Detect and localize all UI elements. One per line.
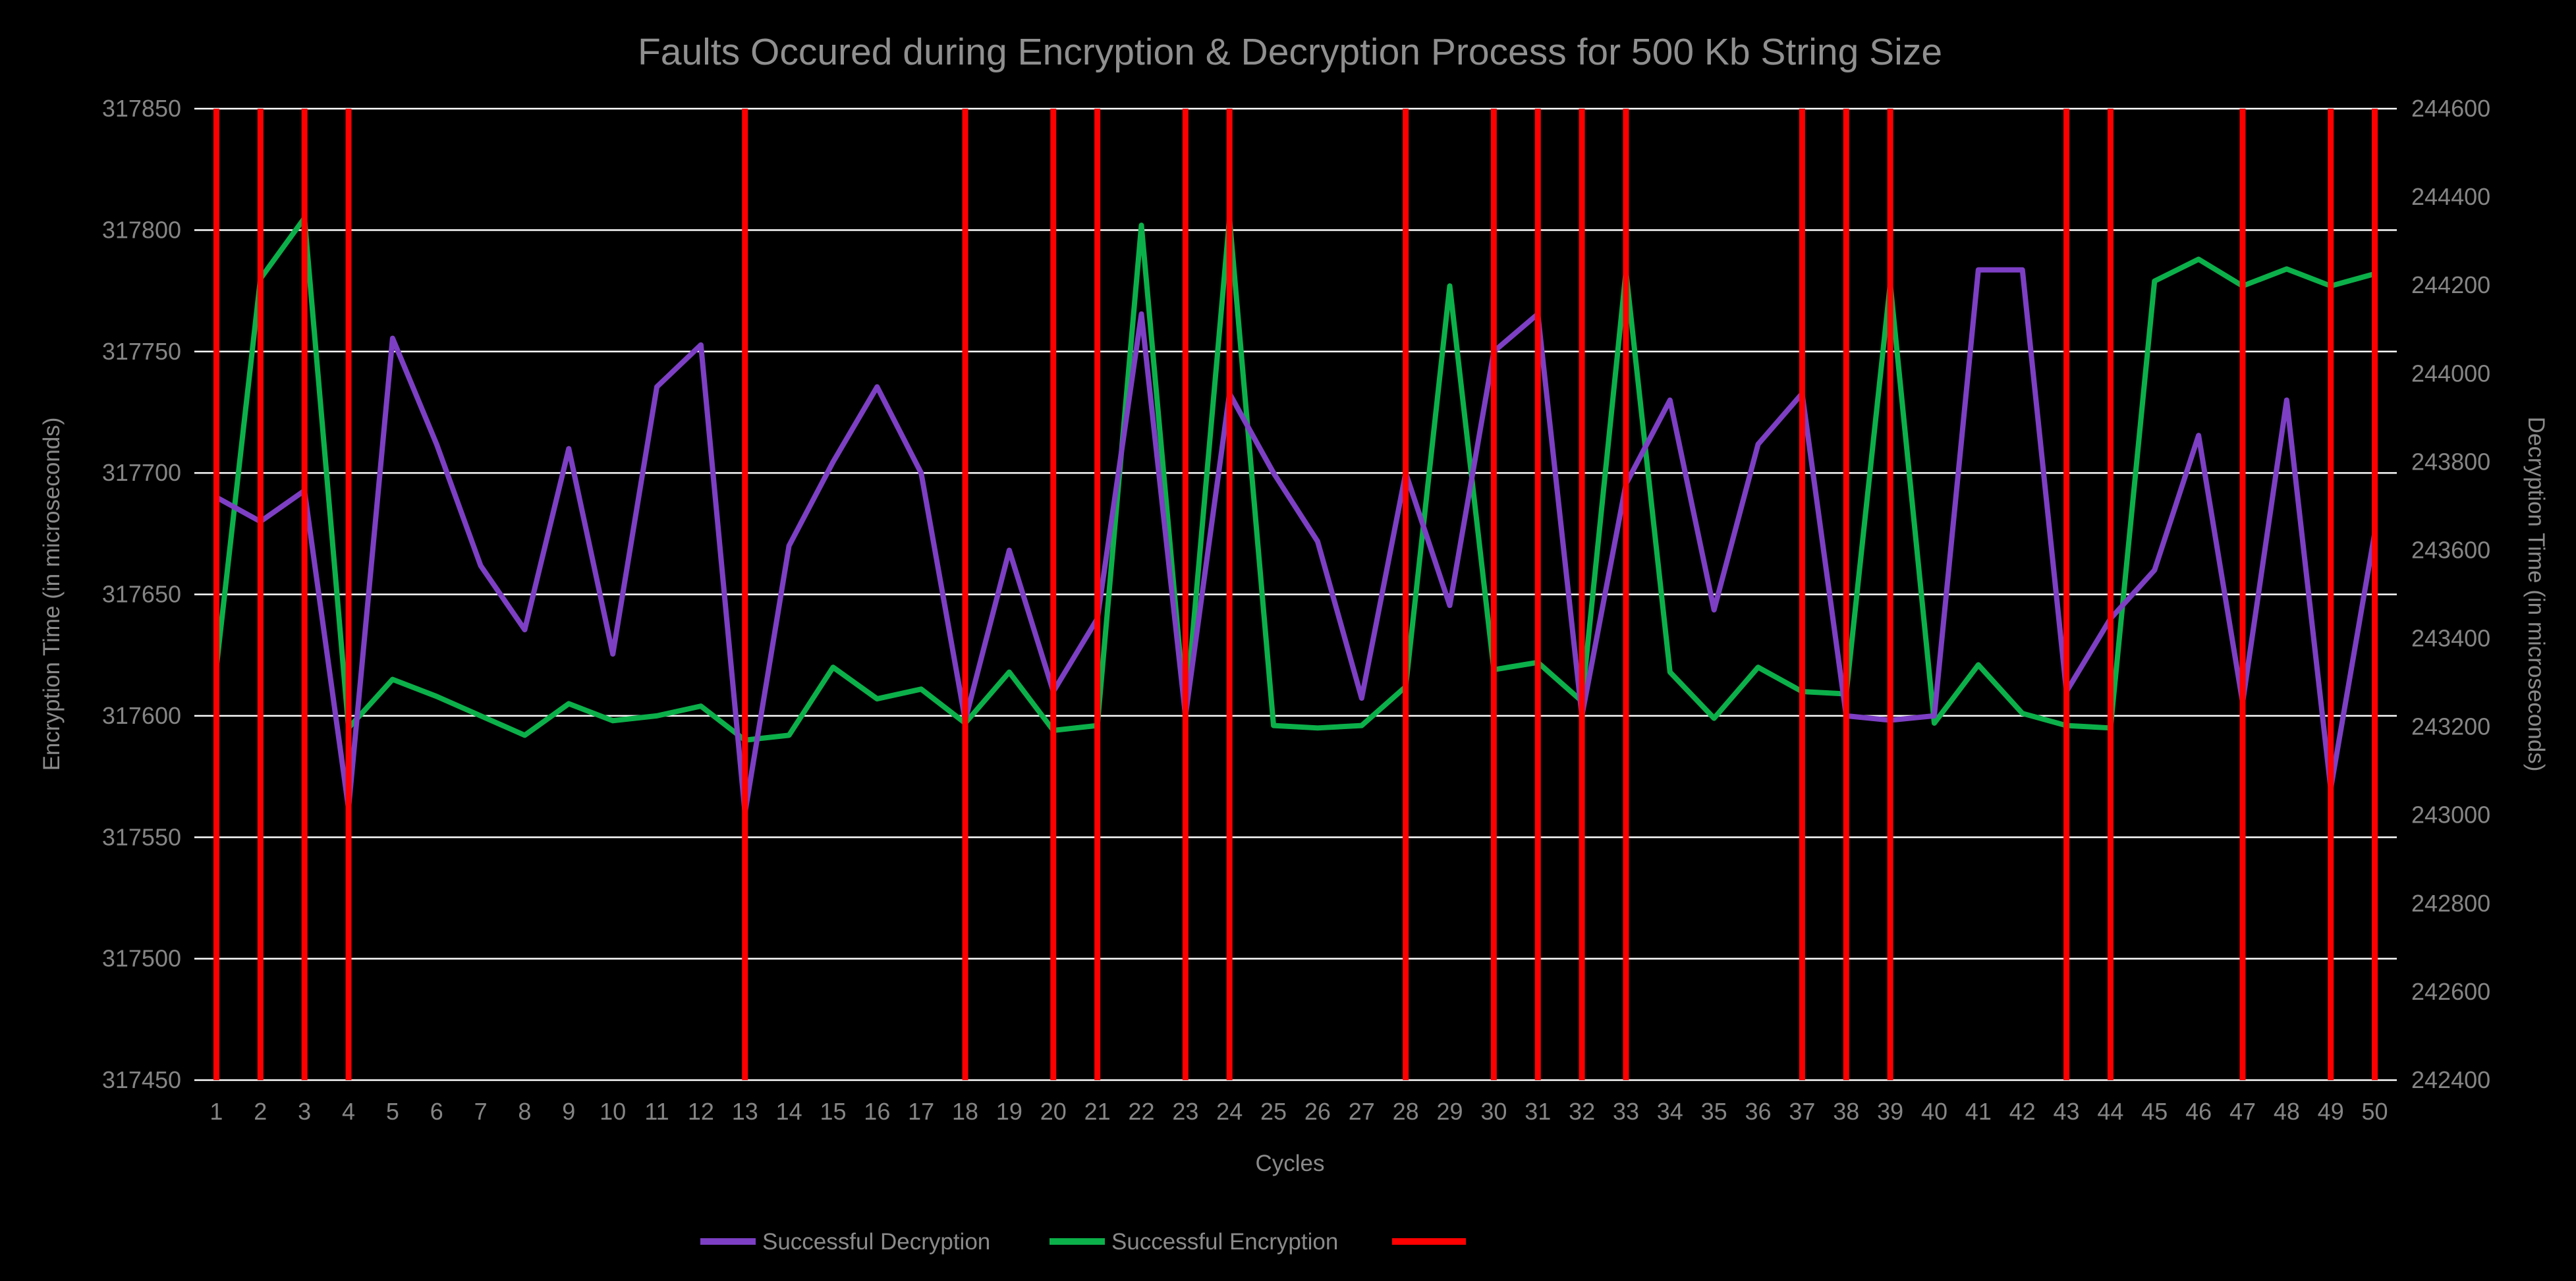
x-axis-tick: 32 [1569, 1098, 1595, 1125]
x-axis-tick: 44 [2097, 1098, 2123, 1125]
x-axis-tick: 9 [562, 1098, 575, 1125]
x-axis-tick: 41 [1965, 1098, 1992, 1125]
right-axis-tick: 243800 [2411, 448, 2490, 475]
x-axis-tick: 15 [820, 1098, 846, 1125]
legend-item-label: Successful Encryption [1111, 1229, 1338, 1255]
right-axis-tick: 244400 [2411, 183, 2490, 210]
x-axis-tick: 14 [776, 1098, 802, 1125]
left-axis-tick: 317600 [102, 702, 181, 729]
x-axis-tick: 17 [908, 1098, 934, 1125]
left-axis-tick: 317450 [102, 1066, 181, 1093]
left-axis-tick: 317800 [102, 216, 181, 243]
chart-title: Faults Occured during Encryption & Decry… [638, 31, 1942, 73]
x-axis-tick: 28 [1393, 1098, 1419, 1125]
x-axis-tick: 16 [864, 1098, 890, 1125]
x-axis-tick: 1 [210, 1098, 223, 1125]
x-axis-tick: 43 [2054, 1098, 2080, 1125]
left-axis-title: Encryption Time (in microseconds) [39, 418, 65, 771]
x-axis-tick: 36 [1745, 1098, 1772, 1125]
x-axis-tick: 18 [952, 1098, 978, 1125]
x-axis-tick: 20 [1040, 1098, 1067, 1125]
x-axis-tick: 24 [1216, 1098, 1243, 1125]
right-axis-tick: 242800 [2411, 890, 2490, 917]
series-lines [213, 215, 2378, 816]
x-axis-tick: 37 [1789, 1098, 1815, 1125]
left-axis-tick: 317500 [102, 945, 181, 972]
x-axis-tick: 33 [1613, 1098, 1639, 1125]
x-axis-tick: 34 [1657, 1098, 1683, 1125]
left-axis-tick: 317750 [102, 338, 181, 365]
fault-lines [213, 109, 2378, 1080]
left-axis-tick: 317550 [102, 823, 181, 850]
right-axis-tick: 243200 [2411, 713, 2490, 740]
series-line-successful-encryption [213, 215, 2378, 743]
x-axis-tick: 48 [2274, 1098, 2300, 1125]
right-axis-tick: 244200 [2411, 271, 2490, 298]
x-axis-tick: 11 [644, 1098, 669, 1125]
x-axis-tick: 10 [600, 1098, 626, 1125]
x-axis-tick: 47 [2229, 1098, 2256, 1125]
x-axis-tick: 45 [2141, 1098, 2168, 1125]
right-axis-tick: 243600 [2411, 536, 2490, 563]
right-axis-tick: 244600 [2411, 95, 2490, 122]
x-axis-tick: 40 [1921, 1098, 1947, 1125]
x-axis-tick: 46 [2185, 1098, 2212, 1125]
right-axis-tick: 242400 [2411, 1066, 2490, 1093]
x-axis-tick: 5 [386, 1098, 399, 1125]
left-axis-tick: 317850 [102, 95, 181, 122]
x-axis-tick: 35 [1701, 1098, 1727, 1125]
left-axis-tick-labels: 317450 317500 317550 317600 317650 317700 3177… [102, 95, 181, 1093]
x-axis-tick: 29 [1436, 1098, 1463, 1125]
x-axis-tick: 12 [688, 1098, 714, 1125]
x-axis-tick: 13 [732, 1098, 758, 1125]
x-axis-tick: 23 [1172, 1098, 1198, 1125]
x-axis-tick: 8 [518, 1098, 531, 1125]
right-axis-tick: 244000 [2411, 360, 2490, 387]
left-axis-tick: 317700 [102, 459, 181, 486]
legend: Successful Decryption Successful Encrypti… [700, 1229, 1466, 1255]
x-axis-tick: 30 [1480, 1098, 1507, 1125]
left-axis-tick: 317650 [102, 581, 181, 608]
x-axis-tick: 7 [474, 1098, 488, 1125]
right-axis-tick-labels: 242400 242600 242800 243000 243200 243400 2436… [2411, 95, 2490, 1093]
x-axis-tick: 49 [2318, 1098, 2344, 1125]
right-axis-title: Decryption Time (in microseconds) [2523, 417, 2549, 772]
x-axis-tick: 38 [1833, 1098, 1859, 1125]
x-axis-tick: 4 [342, 1098, 355, 1125]
x-axis-title: Cycles [1255, 1151, 1324, 1176]
x-axis-tick-labels: 1 2 3 4 5 6 7 8 9 10 11 12 13 14 15 16 17 18 19 20 21 22 23 24 2… [210, 1098, 2388, 1125]
x-axis-tick: 27 [1349, 1098, 1375, 1125]
x-axis-tick: 19 [996, 1098, 1022, 1125]
right-axis-tick: 243000 [2411, 802, 2490, 829]
x-axis-tick: 31 [1525, 1098, 1551, 1125]
x-axis-tick: 3 [298, 1098, 311, 1125]
x-axis-tick: 6 [430, 1098, 443, 1125]
right-axis-tick: 243400 [2411, 625, 2490, 652]
x-axis-tick: 39 [1877, 1098, 1903, 1125]
x-axis-tick: 21 [1084, 1098, 1111, 1125]
x-axis-tick: 26 [1304, 1098, 1331, 1125]
x-axis-tick: 25 [1260, 1098, 1287, 1125]
x-axis-tick: 22 [1128, 1098, 1154, 1125]
x-axis-tick: 42 [2009, 1098, 2036, 1125]
x-axis-tick: 50 [2362, 1098, 2388, 1125]
x-axis-tick: 2 [254, 1098, 267, 1125]
series-line-successful-decryption [213, 267, 2378, 816]
right-axis-tick: 242600 [2411, 978, 2490, 1005]
legend-item-label: Successful Decryption [762, 1229, 990, 1255]
